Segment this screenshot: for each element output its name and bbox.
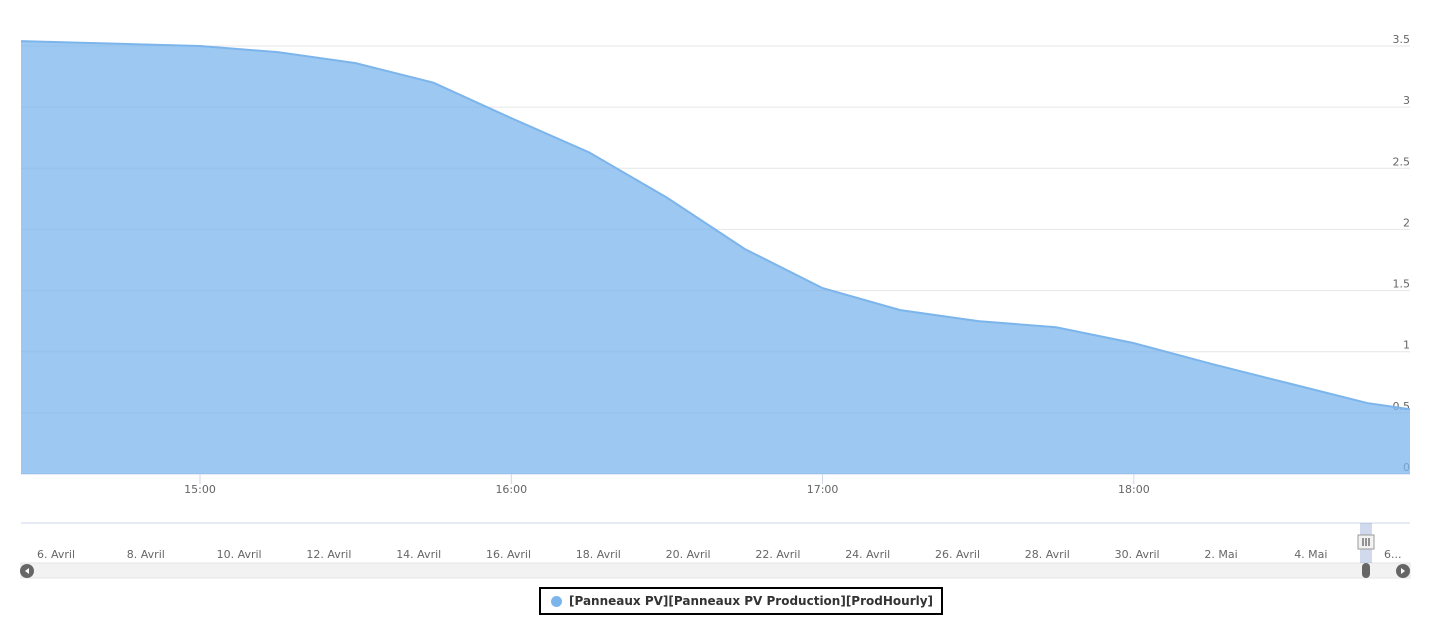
arrow bbox=[1401, 568, 1405, 574]
x-tick-label: 17:00 bbox=[807, 483, 839, 496]
y-tick-label: 1.5 bbox=[1393, 278, 1411, 291]
navigator-label: 16. Avril bbox=[486, 548, 531, 561]
x-tick-label: 15:00 bbox=[184, 483, 216, 496]
y-tick-label: 2 bbox=[1403, 216, 1410, 229]
arrow bbox=[25, 568, 29, 574]
legend-label: [Panneaux PV][Panneaux PV Production][Pr… bbox=[569, 594, 934, 608]
navigator-label: 10. Avril bbox=[217, 548, 262, 561]
navigator-label: 6... bbox=[1384, 548, 1402, 561]
navigator-label: 20. Avril bbox=[666, 548, 711, 561]
navigator-label: 6. Avril bbox=[37, 548, 75, 561]
y-tick-label: 2.5 bbox=[1393, 155, 1411, 168]
y-tick-label: 1 bbox=[1403, 339, 1410, 352]
navigator-label: 28. Avril bbox=[1025, 548, 1070, 561]
navigator-frame bbox=[21, 523, 1410, 563]
area-line bbox=[20, 40, 1411, 411]
legend-symbol bbox=[551, 595, 562, 607]
navigator-label: 22. Avril bbox=[755, 548, 800, 561]
legend[interactable]: [Panneaux PV][Panneaux PV Production][Pr… bbox=[539, 587, 944, 615]
navigator-label: 14. Avril bbox=[396, 548, 441, 561]
navigator-label: 24. Avril bbox=[845, 548, 890, 561]
navigator-label: 8. Avril bbox=[127, 548, 165, 561]
handle-grip bbox=[1362, 538, 1370, 546]
y-tick-label: 3 bbox=[1403, 94, 1410, 107]
navigator-label: 30. Avril bbox=[1115, 548, 1160, 561]
x-tick-label: 16:00 bbox=[495, 483, 527, 496]
navigator-label: 18. Avril bbox=[576, 548, 621, 561]
navigator-label: 26. Avril bbox=[935, 548, 980, 561]
x-tick-label: 18:00 bbox=[1118, 483, 1150, 496]
navigator-label: 2. Mai bbox=[1204, 548, 1237, 561]
navigator-label: 4. Mai bbox=[1294, 548, 1327, 561]
scrollbar-thumb[interactable] bbox=[1362, 563, 1370, 578]
area-fill bbox=[21, 41, 1410, 474]
navigator-label: 12. Avril bbox=[306, 548, 351, 561]
y-tick-label: 3.5 bbox=[1393, 33, 1411, 46]
scrollbar-track[interactable] bbox=[20, 562, 1411, 579]
